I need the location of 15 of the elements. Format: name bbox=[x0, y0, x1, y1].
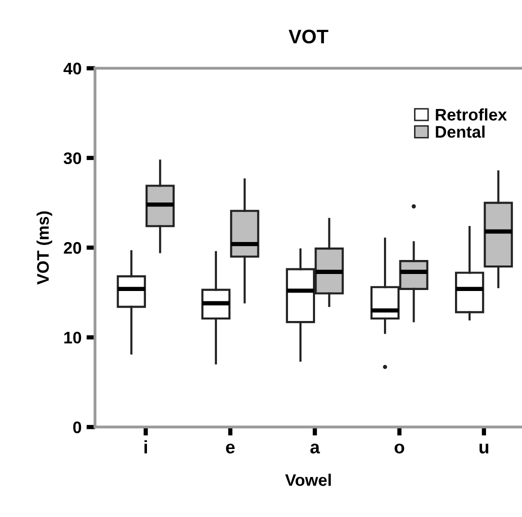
x-tick-label: i bbox=[144, 440, 147, 454]
y-tick-label: 0 bbox=[73, 421, 82, 434]
x-tick-label: u bbox=[480, 444, 488, 454]
x-tick-label: e bbox=[226, 444, 235, 454]
y-tick-label: 20 bbox=[64, 242, 82, 254]
y-tick-label: 10 bbox=[64, 332, 82, 344]
x-axis-title: Vowel bbox=[285, 474, 331, 486]
legend-label: Retroflex bbox=[436, 108, 507, 121]
x-tick-label: a bbox=[310, 444, 320, 454]
chart-title: VOT bbox=[288, 30, 328, 44]
y-axis-title: VOT (ms) bbox=[36, 211, 52, 285]
y-tick-label: 40 bbox=[64, 62, 82, 74]
x-tick-label: o bbox=[394, 444, 404, 454]
legend-label: Dental bbox=[436, 126, 485, 138]
y-tick-label: 30 bbox=[64, 152, 82, 164]
